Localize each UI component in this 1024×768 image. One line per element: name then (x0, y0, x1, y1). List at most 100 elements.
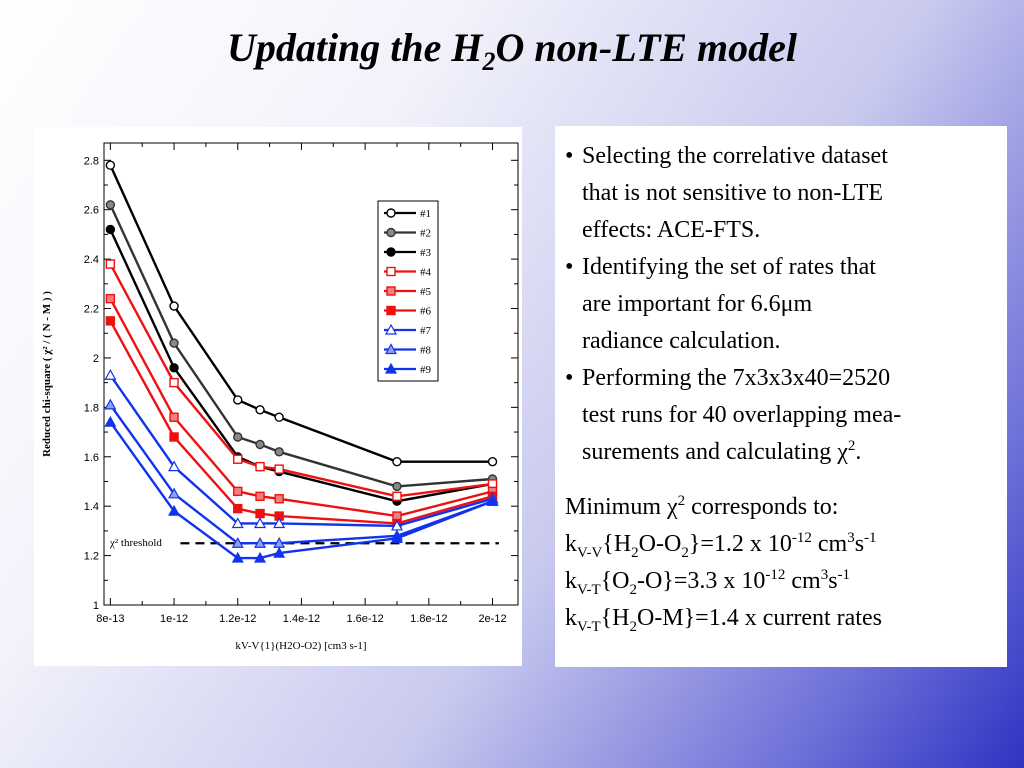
data-point (255, 439, 265, 450)
slide-title: Updating the H2O non-LTE model (0, 24, 1024, 75)
data-point (254, 551, 267, 563)
data-point (105, 224, 116, 235)
data-point (169, 432, 179, 442)
rate-text: s (828, 568, 838, 594)
legend-label: #5 (420, 286, 432, 298)
series-line (109, 421, 493, 560)
data-point (231, 517, 244, 529)
legend-marker (386, 266, 396, 277)
minimum-intro-text: Minimum χ (565, 494, 678, 520)
legend-label: #4 (420, 267, 432, 279)
data-point (487, 457, 498, 467)
rate-symbol: k (565, 531, 577, 557)
legend-marker (386, 208, 396, 218)
legend-label: #1 (420, 208, 431, 220)
data-point (233, 454, 243, 464)
bullet-item: • Performing the 7x3x3x40=2520 test runs… (565, 360, 1007, 471)
legend-marker (384, 362, 398, 374)
rate-text: {H (600, 605, 630, 631)
bullet-dot: • (565, 143, 574, 169)
rate-text: -O}=3.3 x 10 (636, 568, 766, 594)
data-point (104, 368, 117, 380)
subscript: 2 (629, 618, 637, 635)
x-tick-label: 8e-13 (96, 613, 124, 625)
y-tick-label: 2.8 (84, 155, 99, 167)
data-point (274, 412, 284, 422)
plot-frame (103, 142, 519, 606)
y-tick-label: 2 (93, 353, 99, 365)
data-point (233, 432, 243, 442)
x-tick-label: 1.4e-12 (283, 613, 320, 625)
x-tick-label: 1.2e-12 (219, 613, 256, 625)
y-tick-label: 2.4 (84, 254, 99, 266)
subscript: V-T (577, 581, 601, 598)
data-point (392, 491, 402, 501)
minimum-intro-text: corresponds to: (685, 494, 839, 520)
title-subscript: 2 (482, 47, 496, 76)
data-point (392, 481, 402, 492)
rate-symbol: k (565, 568, 577, 594)
data-point (274, 464, 284, 474)
rate-text: }=1.2 x 10 (688, 531, 792, 557)
data-point (390, 532, 404, 543)
superscript: -1 (837, 567, 851, 583)
rate-line-vt-o2: kV-T{O2-O}=3.3 x 10-12 cm3s-1 (565, 563, 1007, 600)
title-text-pre: Updating the H (226, 25, 483, 70)
data-point (105, 259, 116, 269)
data-point (169, 377, 179, 388)
rate-line-vt-h2o: kV-T{H2O-M}=1.4 x current rates (565, 600, 1007, 637)
superscript: 2 (677, 493, 686, 509)
y-tick-label: 1 (93, 600, 99, 612)
x-tick-label: 1.6e-12 (346, 613, 383, 625)
rate-text: cm (785, 568, 821, 594)
bullet-line: effects: ACE-FTS. (582, 217, 761, 243)
rate-text: O-O (638, 531, 682, 557)
chi-square-chart: 1 1.2 1.4 1.6 1.8 2 2.2 2.4 2.6 2.8 8e-13 1e-12 1.2e… (41, 142, 519, 652)
data-point (254, 517, 267, 529)
y-tick-label: 1.6 (84, 452, 99, 464)
data-point (274, 494, 284, 504)
bullet-line: Identifying the set of rates that (582, 254, 876, 280)
legend-marker (386, 227, 396, 238)
legend-marker (386, 286, 396, 296)
rate-text: {O (600, 568, 630, 594)
superscript: -12 (765, 567, 786, 583)
subscript: 2 (631, 544, 639, 561)
data-point (231, 536, 244, 548)
title-text-post: O non-LTE model (495, 25, 798, 70)
bullet-line: Performing the 7x3x3x40=2520 (582, 365, 891, 391)
bullet-line: test runs for 40 overlapping mea- (582, 402, 902, 428)
rate-text: {H (602, 531, 632, 557)
legend-marker (386, 247, 396, 257)
bullet-item: • Selecting the correlative dataset that… (565, 138, 1007, 249)
y-tick-label: 1.8 (84, 402, 99, 414)
rate-text: O-M}=1.4 x current rates (636, 605, 882, 631)
legend-label: #8 (420, 345, 432, 357)
bullet-line: Selecting the correlative dataset (582, 143, 888, 169)
bullet-line: are important for 6.6μm (582, 291, 813, 317)
data-point (274, 447, 284, 457)
y-tick-label: 1.4 (84, 501, 99, 513)
data-point (169, 412, 179, 422)
bullet-line-text: . (855, 439, 862, 465)
x-tick-label: 1.8e-12 (410, 613, 447, 625)
legend-label: #6 (420, 306, 432, 318)
superscript: 3 (847, 530, 855, 546)
subscript: 2 (681, 544, 689, 561)
legend-marker (384, 323, 398, 335)
data-point (168, 487, 181, 499)
minimum-intro: Minimum χ2 corresponds to: (565, 489, 1007, 526)
data-point (255, 405, 265, 415)
superscript: 2 (847, 438, 856, 454)
data-point (104, 415, 117, 427)
bullet-line: surements and calculating χ2. (582, 434, 1007, 471)
data-point (486, 494, 499, 506)
data-point (273, 546, 286, 558)
data-point (255, 461, 265, 472)
superscript: -1 (864, 530, 877, 546)
text-panel: • Selecting the correlative dataset that… (555, 126, 1007, 667)
rate-text: s (854, 531, 865, 557)
threshold-label: χ² threshold (109, 537, 162, 549)
superscript: 3 (820, 567, 829, 583)
data-point (169, 301, 179, 311)
